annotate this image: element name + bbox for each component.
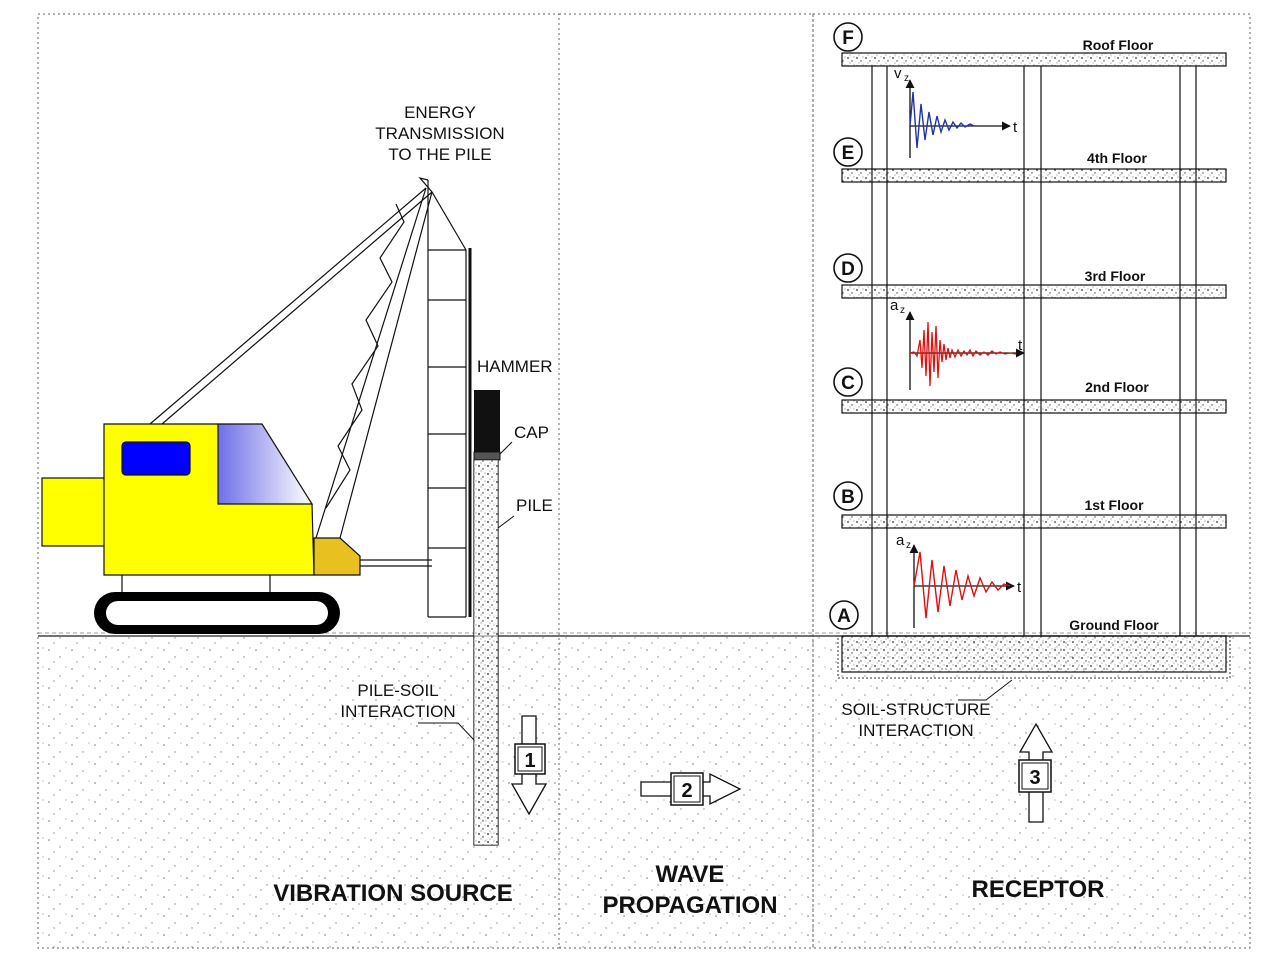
pile-driving-crane (41, 176, 501, 634)
signal-second-floor: a z t (890, 297, 1025, 390)
slabs (841, 52, 1227, 529)
energy-label-2: TRANSMISSION (375, 124, 504, 143)
acceleration-trace (913, 551, 1011, 619)
counterweight (41, 477, 107, 547)
floor-name: Ground Floor (1069, 617, 1159, 633)
y-axis-label: a (890, 297, 899, 314)
cap-label: CAP (514, 423, 549, 442)
foundation (841, 635, 1227, 673)
x-axis-label: t (1013, 119, 1018, 136)
step-2-label: 2 (681, 780, 692, 802)
marker-D (833, 253, 863, 283)
section-frames (37, 13, 1251, 949)
energy-label-1: ENERGY (404, 103, 476, 122)
section-title-propagation-2: PROPAGATION (602, 892, 777, 919)
acceleration-trace (909, 321, 1017, 387)
x-axis-label: t (1018, 337, 1023, 354)
step-1-label: 1 (524, 750, 535, 772)
floor-E: E 4th Floor (833, 137, 1147, 167)
floor-name: 4th Floor (1087, 150, 1147, 166)
section-title-propagation-1: WAVE (656, 861, 725, 888)
lattice-boom (315, 187, 433, 539)
floor-name: 3rd Floor (1085, 268, 1146, 284)
svg-text:A: A (837, 606, 851, 627)
pile-cap (473, 451, 501, 461)
pile-label: PILE (516, 496, 553, 515)
receptor-frame (812, 13, 1251, 949)
floor-C: C 2nd Floor (833, 367, 1149, 397)
step-2-arrow: 2 (640, 772, 742, 806)
pendant-line (149, 187, 427, 425)
ssi-label-2: INTERACTION (858, 721, 973, 740)
signal-roof: v z t (894, 65, 1018, 158)
floor-D: D 3rd Floor (833, 253, 1146, 284)
y-axis-label: v (894, 65, 902, 82)
marker-E (833, 137, 863, 167)
marker-F (833, 22, 863, 52)
ssi-label-1: SOIL-STRUCTURE (841, 700, 990, 719)
y-axis-sub: z (900, 305, 905, 316)
pile-soil-label-2: INTERACTION (340, 702, 455, 721)
floor-F: F Roof Floor (833, 22, 1154, 53)
energy-label-3: TO THE PILE (388, 145, 491, 164)
building: F Roof Floor E 4th Floor D 3rd Floor C 2… (829, 22, 1231, 740)
hammer-label: HAMMER (477, 357, 553, 376)
step-3-arrow: 3 (1018, 722, 1054, 823)
source-frame (37, 13, 560, 949)
marker-A (829, 600, 859, 630)
cab-glass (217, 423, 314, 505)
svg-text:C: C (841, 373, 855, 394)
floor-name: 1st Floor (1084, 497, 1144, 513)
marker-C (833, 367, 863, 397)
svg-text:D: D (841, 259, 855, 280)
x-axis-label: t (1017, 579, 1022, 596)
signal-ground: a z t (896, 532, 1022, 628)
cab-window (121, 441, 191, 476)
hammer (474, 390, 500, 452)
step-3-label: 3 (1029, 767, 1040, 789)
y-axis-sub: z (904, 73, 909, 84)
svg-text:B: B (841, 487, 855, 508)
floor-name: Roof Floor (1083, 37, 1154, 53)
floor-A: A Ground Floor (829, 600, 1159, 633)
pile-soil-label-1: PILE-SOIL (357, 681, 438, 700)
step-1-arrow: 1 (510, 715, 548, 816)
svg-text:E: E (842, 143, 855, 164)
floor-B: B 1st Floor (833, 481, 1144, 513)
svg-text:F: F (842, 28, 854, 49)
floor-name: 2nd Floor (1085, 379, 1149, 395)
marker-B (833, 481, 863, 511)
y-axis-label: a (896, 532, 905, 549)
velocity-trace (909, 91, 975, 149)
leader-mast (418, 176, 472, 618)
section-title-receptor: RECEPTOR (972, 876, 1105, 903)
crawler-track (94, 575, 340, 634)
y-axis-sub: z (906, 540, 911, 551)
section-title-source: VIBRATION SOURCE (273, 880, 513, 907)
boom-foot (313, 537, 361, 576)
